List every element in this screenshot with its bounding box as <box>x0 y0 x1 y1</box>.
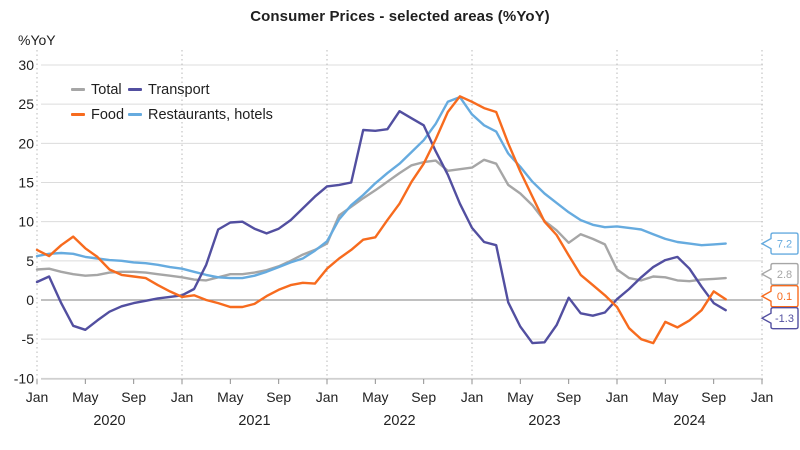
x-tick-label: May <box>652 389 678 405</box>
year-label: 2021 <box>238 413 270 429</box>
x-tick-label: May <box>72 389 98 405</box>
x-tick-label: May <box>507 389 533 405</box>
x-tick-label: Sep <box>411 389 436 405</box>
legend-swatch-restaurants-hotels-icon <box>128 113 142 116</box>
y-tick-label: 20 <box>18 135 34 151</box>
legend-swatch-total-icon <box>71 88 85 91</box>
legend-item-transport: Transport <box>128 82 210 98</box>
y-tick-label: 0 <box>26 292 34 308</box>
year-label: 2020 <box>93 413 125 429</box>
x-tick-label: Sep <box>556 389 581 405</box>
x-tick-label: Jan <box>606 389 629 405</box>
legend-label-transport: Transport <box>148 81 210 98</box>
series-line-total <box>35 158 727 283</box>
end-value-label-transport: -1.3 <box>775 313 794 325</box>
end-value-callout-transport <box>760 306 799 330</box>
x-tick-label: May <box>217 389 243 405</box>
legend: Total Transport Food Restaurants, hotels <box>71 77 273 127</box>
y-tick-label: 10 <box>18 214 34 230</box>
y-tick-label: -5 <box>22 331 35 347</box>
x-tick-label: May <box>362 389 388 405</box>
x-tick-label: Jan <box>26 389 49 405</box>
x-tick-label: Jan <box>171 389 194 405</box>
year-label: 2023 <box>528 413 560 429</box>
y-tick-label: 15 <box>18 175 34 191</box>
chart-title: Consumer Prices - selected areas (%YoY) <box>250 8 550 25</box>
end-value-label-food: 0.1 <box>777 291 792 303</box>
series-line-transport <box>35 109 727 345</box>
x-tick-label: Sep <box>121 389 146 405</box>
legend-row-1: Total Transport <box>71 77 273 102</box>
series-line-food <box>35 95 727 345</box>
end-value-callout-restaurants_hotels <box>760 232 799 255</box>
x-tick-label: Sep <box>701 389 726 405</box>
end-value-callout-total <box>760 262 799 286</box>
series-line-restaurants_hotels <box>35 95 727 280</box>
x-tick-label: Sep <box>266 389 291 405</box>
year-label: 2022 <box>383 413 415 429</box>
y-tick-label: -10 <box>14 370 34 386</box>
x-tick-label: Jan <box>461 389 484 405</box>
legend-item-total: Total <box>71 82 128 98</box>
x-tick-label: Jan <box>751 389 774 405</box>
end-value-callout-food <box>760 285 799 308</box>
year-label: 2024 <box>673 413 705 429</box>
legend-swatch-food-icon <box>71 113 85 116</box>
y-tick-label: 25 <box>18 96 34 112</box>
y-tick-label: 5 <box>26 253 34 269</box>
end-value-label-restaurants_hotels: 7.2 <box>777 239 792 251</box>
legend-item-restaurants-hotels: Restaurants, hotels <box>128 107 273 123</box>
legend-label-food: Food <box>91 106 125 123</box>
x-tick-label: Jan <box>316 389 339 405</box>
legend-label-restaurants-hotels: Restaurants, hotels <box>148 106 273 123</box>
legend-label-total: Total <box>91 81 122 98</box>
y-tick-label: 30 <box>18 57 34 73</box>
end-value-label-total: 2.8 <box>777 269 792 281</box>
legend-row-2: Food Restaurants, hotels <box>71 102 273 127</box>
legend-item-food: Food <box>71 107 128 123</box>
legend-swatch-transport-icon <box>128 88 142 91</box>
y-axis-unit-label: %YoY <box>18 32 56 48</box>
